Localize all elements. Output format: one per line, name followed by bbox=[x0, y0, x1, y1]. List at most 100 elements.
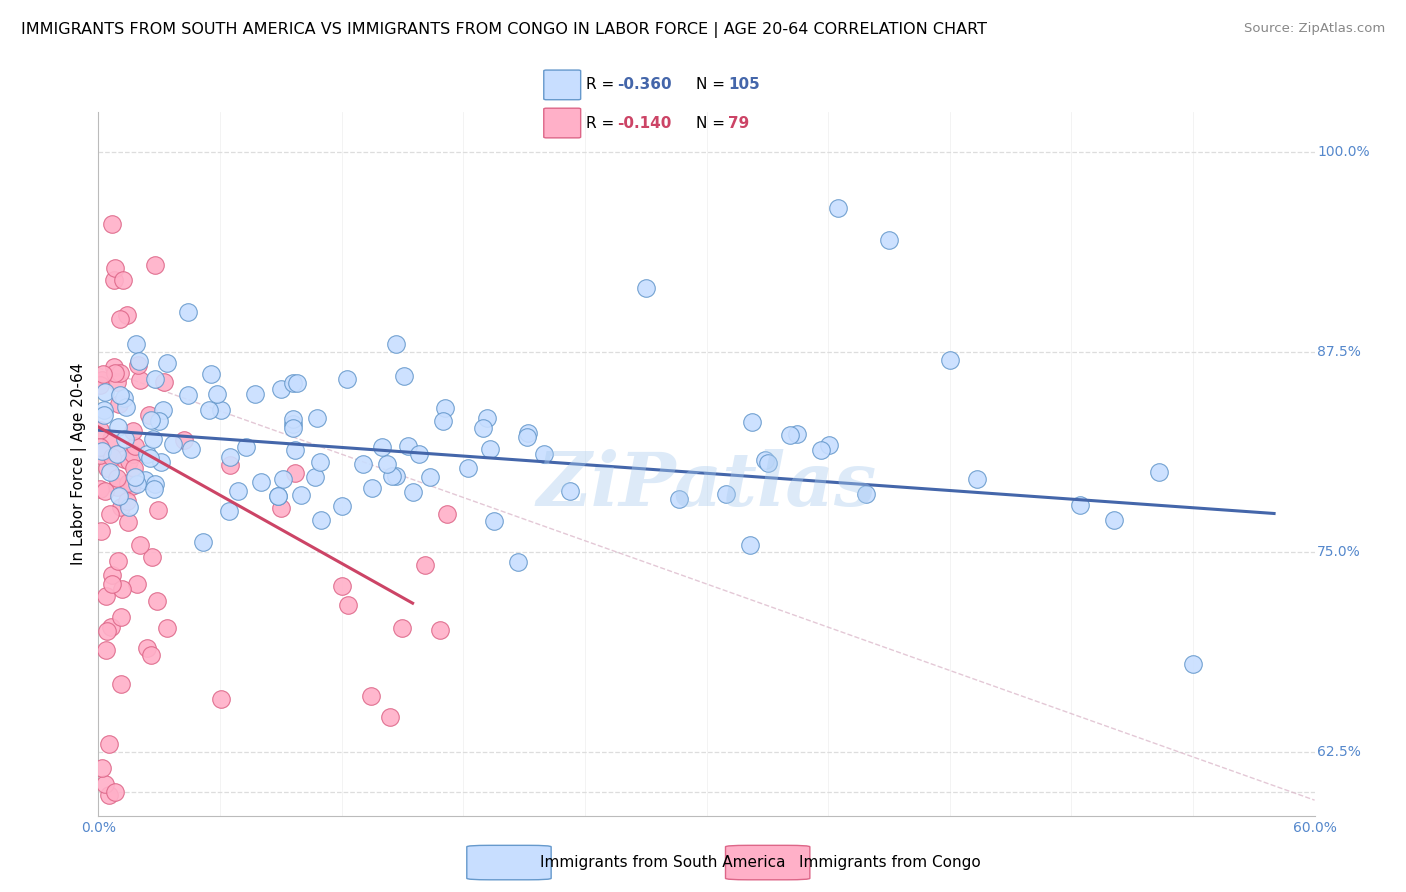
Text: 79: 79 bbox=[728, 116, 749, 130]
Point bbox=[173, 433, 195, 447]
Point bbox=[471, 421, 494, 435]
Text: 87.5%: 87.5% bbox=[1317, 344, 1361, 359]
Point bbox=[148, 414, 170, 428]
Point bbox=[419, 470, 441, 484]
Point bbox=[457, 460, 479, 475]
Point bbox=[108, 311, 131, 326]
Point bbox=[93, 408, 115, 422]
Point bbox=[517, 425, 540, 440]
Point bbox=[209, 692, 232, 706]
Text: Source: ZipAtlas.com: Source: ZipAtlas.com bbox=[1244, 22, 1385, 36]
Point bbox=[506, 555, 529, 569]
Point bbox=[392, 368, 415, 383]
Point bbox=[290, 488, 312, 502]
Point bbox=[738, 538, 761, 552]
Point bbox=[309, 513, 332, 527]
Text: R =: R = bbox=[586, 116, 619, 130]
Point bbox=[93, 403, 115, 417]
Point bbox=[93, 777, 115, 791]
Point bbox=[304, 470, 326, 484]
Point bbox=[219, 450, 242, 465]
Point bbox=[136, 447, 159, 461]
Point bbox=[117, 515, 139, 529]
Point bbox=[336, 599, 359, 613]
Text: IMMIGRANTS FROM SOUTH AMERICA VS IMMIGRANTS FROM CONGO IN LABOR FORCE | AGE 20-6: IMMIGRANTS FROM SOUTH AMERICA VS IMMIGRA… bbox=[21, 22, 987, 38]
Point bbox=[98, 507, 121, 521]
Point bbox=[117, 308, 139, 322]
Point bbox=[125, 577, 148, 591]
FancyBboxPatch shape bbox=[467, 846, 551, 880]
Point bbox=[432, 414, 454, 428]
Point bbox=[756, 456, 779, 470]
Point bbox=[243, 386, 266, 401]
Point bbox=[108, 367, 131, 381]
Point bbox=[330, 499, 353, 513]
Point bbox=[96, 624, 118, 638]
Point bbox=[100, 577, 122, 591]
Point bbox=[115, 401, 138, 415]
Point bbox=[91, 368, 114, 382]
Point bbox=[115, 494, 138, 508]
Point bbox=[105, 447, 128, 461]
Text: -0.140: -0.140 bbox=[617, 116, 672, 130]
Point bbox=[560, 483, 582, 498]
Point bbox=[98, 465, 121, 479]
Point bbox=[156, 621, 179, 635]
Point bbox=[384, 468, 406, 483]
Point bbox=[370, 440, 392, 454]
Point bbox=[138, 409, 160, 423]
Point bbox=[111, 582, 134, 596]
Point bbox=[112, 452, 135, 467]
Point bbox=[381, 469, 404, 483]
Point bbox=[103, 273, 125, 287]
Text: N =: N = bbox=[696, 116, 730, 130]
Point bbox=[100, 432, 122, 446]
Point bbox=[89, 440, 111, 454]
Point bbox=[153, 375, 176, 389]
Text: R =: R = bbox=[586, 78, 619, 93]
Point bbox=[104, 261, 127, 276]
Point bbox=[146, 593, 169, 607]
Point bbox=[139, 413, 162, 427]
Point bbox=[127, 358, 149, 372]
Point bbox=[482, 514, 505, 528]
Point bbox=[129, 373, 152, 387]
Point bbox=[90, 524, 112, 538]
FancyBboxPatch shape bbox=[544, 108, 581, 138]
Point bbox=[360, 482, 382, 496]
Point bbox=[385, 337, 408, 351]
Point bbox=[134, 473, 156, 487]
Point bbox=[714, 486, 737, 500]
Point bbox=[96, 461, 118, 475]
Point bbox=[122, 460, 145, 475]
Text: N =: N = bbox=[696, 78, 730, 93]
Point bbox=[107, 419, 129, 434]
Point bbox=[283, 417, 305, 431]
Point bbox=[352, 457, 374, 471]
Point bbox=[634, 280, 657, 294]
Point bbox=[125, 337, 148, 351]
Point bbox=[779, 427, 801, 442]
Point bbox=[741, 416, 763, 430]
Point bbox=[270, 500, 292, 515]
Point bbox=[1069, 498, 1091, 512]
Point bbox=[100, 450, 122, 465]
Point bbox=[118, 454, 141, 468]
Point bbox=[966, 472, 988, 486]
Point bbox=[162, 437, 184, 451]
Point bbox=[479, 442, 502, 456]
Point bbox=[218, 504, 240, 518]
Point bbox=[139, 648, 162, 663]
Text: 100.0%: 100.0% bbox=[1317, 145, 1369, 159]
Point bbox=[91, 444, 114, 458]
Point bbox=[110, 610, 132, 624]
Point bbox=[307, 410, 329, 425]
Point bbox=[177, 304, 200, 318]
Point bbox=[89, 482, 111, 496]
Point bbox=[138, 451, 160, 466]
Point bbox=[360, 689, 382, 703]
Point bbox=[143, 482, 166, 496]
Point bbox=[107, 554, 129, 568]
Point bbox=[156, 356, 179, 370]
Point bbox=[939, 352, 962, 367]
